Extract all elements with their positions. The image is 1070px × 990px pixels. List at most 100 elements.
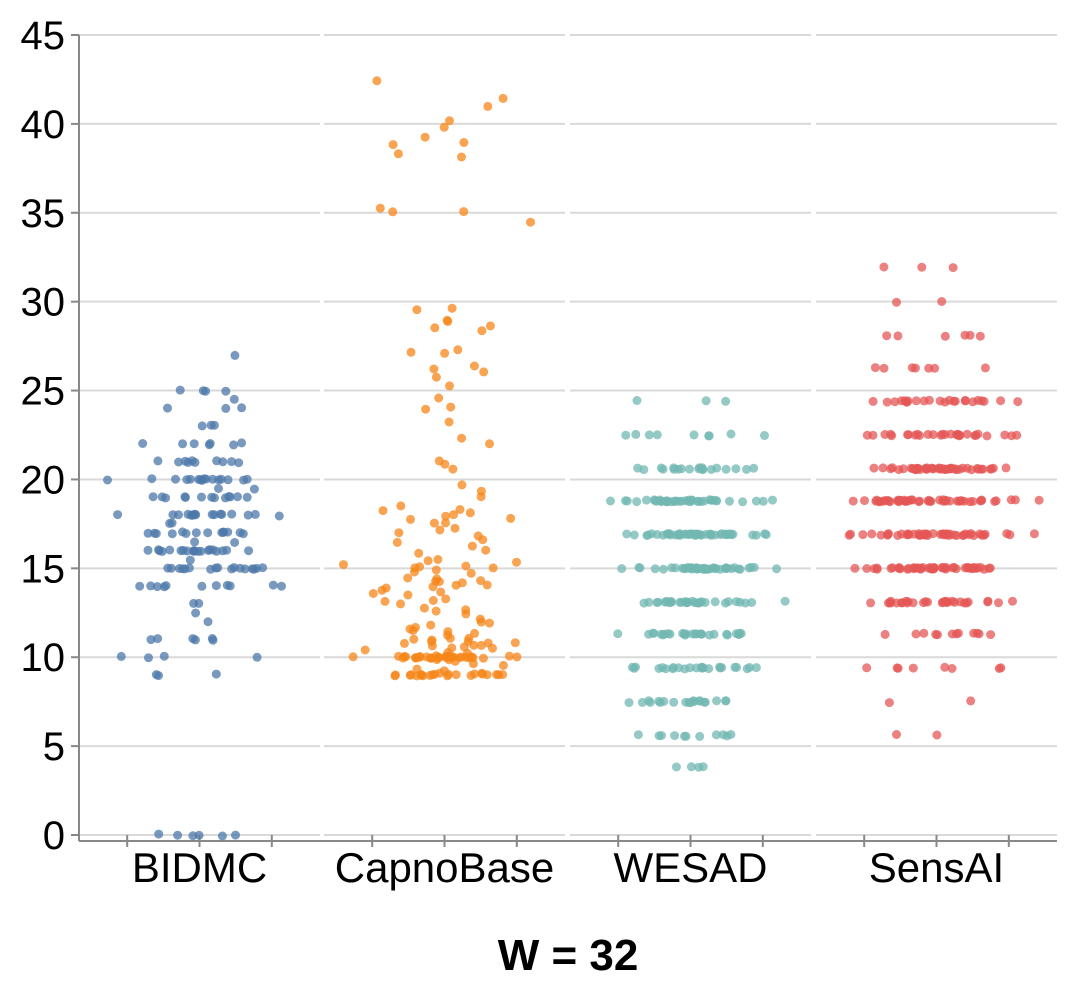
data-point-capnobase [431,606,441,616]
data-point-wesad [681,564,691,574]
data-point-capnobase [399,652,409,661]
data-point-capnobase [477,669,487,679]
data-point-wesad [662,497,672,507]
data-point-capnobase [461,561,471,571]
category-label-capnobase: CapnoBase [335,844,555,891]
data-point-wesad [751,663,761,673]
data-point-capnobase [391,670,400,680]
data-point-capnobase [378,506,388,516]
data-point-wesad [624,698,634,708]
data-point-bidmc [207,492,217,502]
data-point-capnobase [467,652,476,662]
data-point-capnobase [429,518,439,528]
data-point-capnobase [388,140,398,150]
data-point-sensai [979,530,989,540]
data-point-wesad [627,662,637,672]
data-point-wesad [695,597,705,607]
data-point-sensai [975,331,985,341]
data-point-sensai [910,430,920,440]
data-point-capnobase [451,580,461,590]
data-point-sensai [923,496,933,506]
data-point-bidmc [161,581,171,591]
data-point-sensai [996,396,1006,406]
data-point-bidmc [191,528,201,538]
data-point-capnobase [482,580,492,590]
data-point-bidmc [250,509,260,519]
data-point-capnobase [412,305,422,315]
data-point-capnobase [399,638,409,648]
data-point-bidmc [238,529,248,539]
data-point-wesad [670,563,680,573]
data-point-wesad [685,464,694,474]
data-point-capnobase [368,589,378,598]
data-point-sensai [866,598,876,608]
data-point-wesad [725,496,734,506]
data-point-wesad [706,530,716,540]
data-point-bidmc [204,440,214,450]
data-point-sensai [868,396,878,406]
data-point-bidmc [143,528,153,538]
data-point-capnobase [478,653,488,663]
data-point-bidmc [167,518,177,528]
data-point-sensai [920,530,929,540]
data-point-capnobase [488,563,498,573]
data-point-capnobase [348,652,358,662]
data-point-bidmc [211,581,221,591]
data-point-sensai [860,496,869,506]
data-point-sensai [960,395,970,405]
data-point-sensai [879,363,889,373]
data-point-bidmc [203,617,213,627]
data-point-bidmc [197,492,206,502]
data-point-capnobase [447,303,457,313]
data-point-sensai [964,530,974,540]
category-label-wesad: WESAD [613,844,767,891]
data-point-capnobase [461,609,471,619]
data-point-bidmc [240,564,250,574]
data-point-capnobase [394,528,404,538]
data-point-capnobase [469,361,479,371]
data-point-wesad [690,531,700,540]
data-point-wesad [735,597,745,607]
data-point-wesad [698,465,708,475]
data-point-wesad [629,530,639,540]
data-point-sensai [894,563,904,573]
data-point-capnobase [411,653,420,663]
data-point-sensai [862,564,872,573]
data-point-sensai [947,629,957,639]
data-point-wesad [668,664,678,674]
data-point-bidmc [197,581,207,591]
data-point-capnobase [483,101,493,111]
data-point-wesad [690,629,700,639]
data-point-wesad [654,731,664,741]
data-point-capnobase [467,541,477,551]
data-point-bidmc [116,651,126,661]
data-point-bidmc [268,580,278,590]
data-point-bidmc [217,509,227,519]
data-point-sensai [890,397,900,407]
data-point-capnobase [481,545,491,555]
data-point-capnobase [457,152,466,162]
data-point-sensai [940,662,950,672]
data-point-sensai [965,330,975,340]
data-point-wesad [730,662,740,672]
data-point-sensai [970,431,980,440]
data-point-sensai [928,430,938,440]
data-point-wesad [758,496,768,506]
data-point-bidmc [197,421,207,431]
data-point-bidmc [159,651,169,661]
data-point-sensai [886,563,896,573]
data-point-sensai [869,463,879,473]
data-point-wesad [617,564,627,574]
data-point-sensai [880,629,890,639]
data-point-sensai [932,730,942,740]
category-labels: BIDMC CapnoBase WESAD SensAI [132,844,1004,891]
data-point-capnobase [408,625,418,635]
data-point-capnobase [485,321,495,331]
data-point-sensai [868,430,878,440]
data-point-capnobase [468,659,478,669]
data-point-capnobase [445,116,454,126]
data-point-wesad [621,430,631,440]
data-point-sensai [972,463,982,473]
data-point-wesad [717,663,727,673]
